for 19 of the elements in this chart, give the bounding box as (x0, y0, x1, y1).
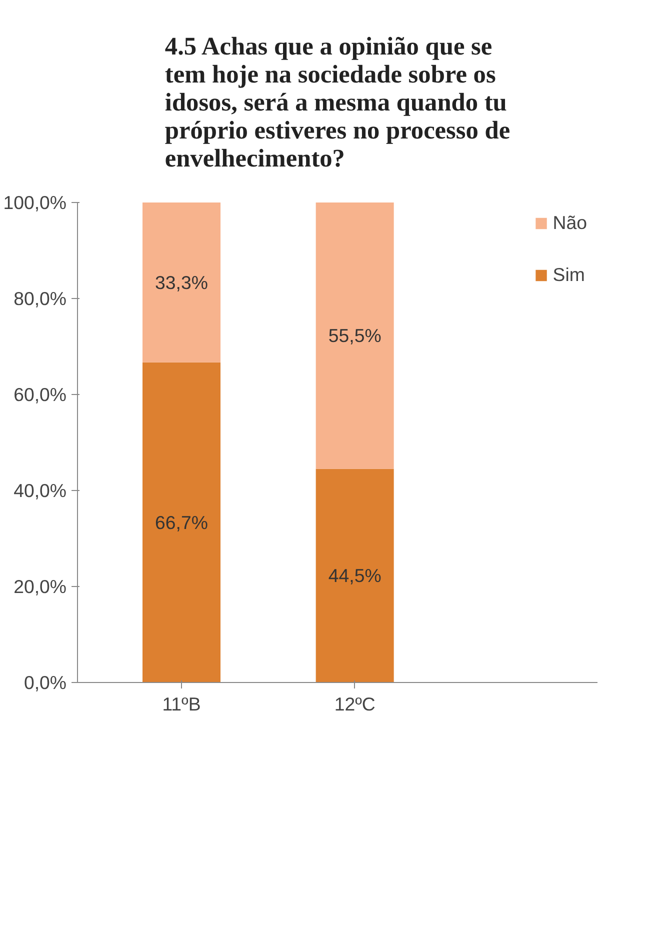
data-label: 55,5% (328, 325, 382, 346)
data-label: 33,3% (155, 272, 208, 293)
y-tick-label: 0,0% (24, 672, 67, 693)
bar (316, 468, 394, 682)
data-label: 66,7% (155, 512, 208, 533)
y-tick-label: 20,0% (14, 576, 67, 597)
y-tick-label: 80,0% (14, 288, 67, 309)
data-label: 44,5% (328, 565, 382, 586)
bar (142, 362, 220, 682)
legend-label: Não (552, 212, 587, 234)
legend-label: Sim (552, 264, 585, 286)
y-tick-label: 60,0% (14, 384, 67, 405)
x-tick-label: 12ºC (334, 694, 376, 714)
bar (316, 202, 394, 469)
x-tick-label: 11ºB (162, 694, 201, 714)
y-tick-label: 100,0% (3, 192, 67, 213)
bar (142, 202, 220, 362)
chart-title: 4.5 Achas que a opinião que se tem hoje na sociedade sobre os idosos, será a mesma quando tu próprio estiveres no processo de envelhecimento? (164, 32, 510, 172)
y-tick-label: 40,0% (14, 480, 67, 501)
